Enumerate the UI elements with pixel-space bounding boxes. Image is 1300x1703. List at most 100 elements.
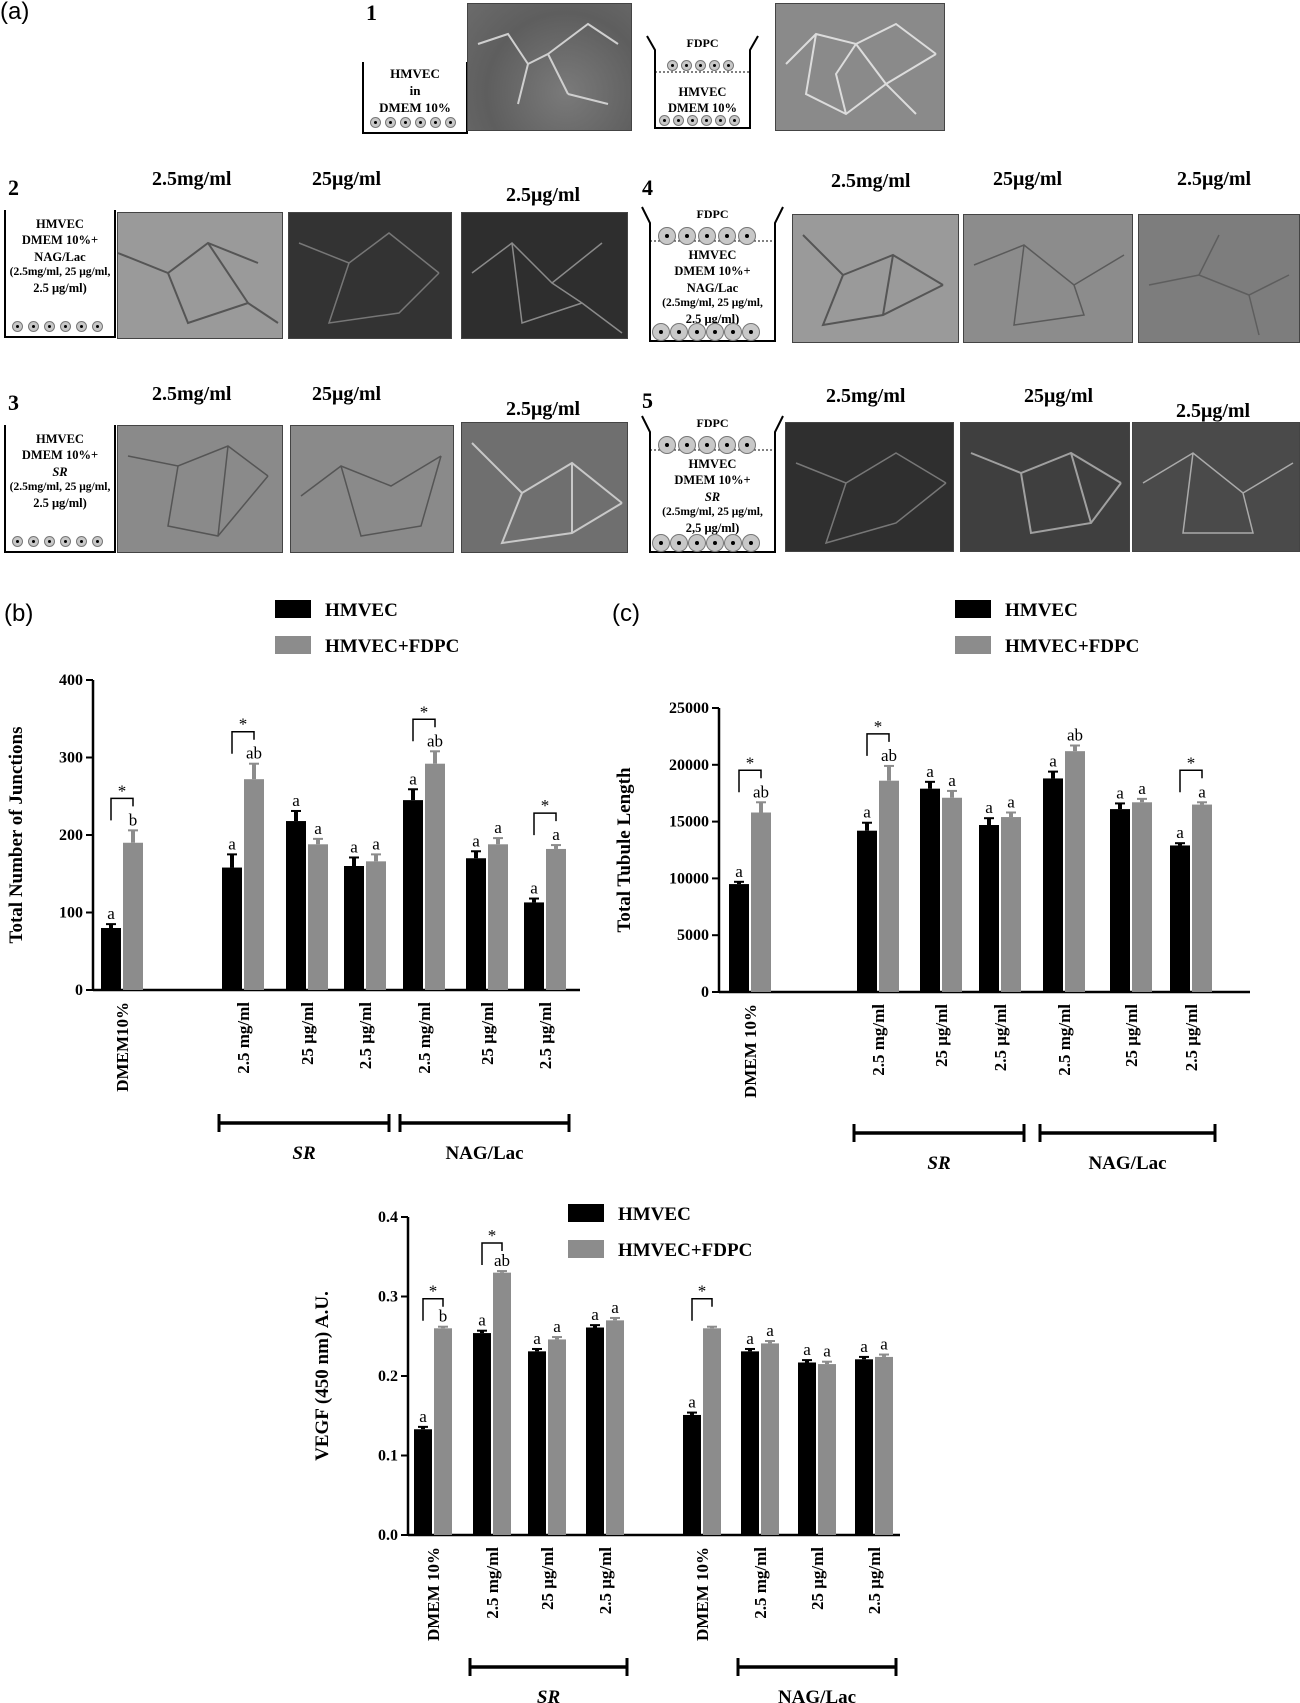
y-tick-label: 10000	[669, 870, 709, 887]
row-3-number: 3	[8, 390, 19, 415]
bar-hmvec	[1110, 809, 1130, 992]
bar-hmvec	[222, 867, 242, 990]
bar-letter-label: b	[129, 810, 138, 829]
row-5-conc-3: 2.5μg/ml	[1176, 400, 1251, 422]
significance-star: *	[420, 702, 429, 721]
bar-letter-label: a	[926, 762, 934, 781]
legend-swatch-hmvec	[568, 1204, 604, 1222]
row-5-conc-1: 2.5mg/ml	[826, 385, 906, 407]
bar-hmvec	[101, 928, 121, 990]
bar-letter-label: a	[746, 1329, 754, 1348]
row-1-number: 1	[366, 0, 377, 25]
significance-star: *	[541, 796, 550, 815]
significance-bracket	[481, 1242, 503, 1266]
y-tick-label: 0.0	[378, 1527, 398, 1544]
y-axis-title: Total Number of Junctions	[6, 727, 27, 944]
y-tick-label: 200	[59, 827, 83, 844]
row-4-conc-2: 25μg/ml	[993, 168, 1063, 190]
bar-hmvec	[473, 1333, 491, 1535]
group-label: NAG/Lac	[778, 1687, 856, 1703]
bar-letter-label: a	[688, 1393, 696, 1412]
micrograph-5b	[960, 422, 1130, 552]
bar-fdpc	[879, 780, 899, 992]
micrograph-5c	[1132, 422, 1300, 552]
micrograph-1a	[467, 3, 632, 131]
bar-fdpc	[493, 1272, 511, 1535]
category-label: 2.5 μg/ml	[865, 1547, 884, 1615]
micrograph-3b	[290, 425, 454, 553]
y-tick-label: 0.3	[378, 1289, 398, 1306]
significance-bracket	[422, 1297, 444, 1321]
category-label: 25 μg/ml	[1122, 1004, 1141, 1067]
y-tick-label: 5000	[677, 927, 709, 944]
panel-c-label: (c)	[612, 600, 640, 627]
bar-letter-label: a	[860, 1337, 868, 1356]
category-label: 2.5 μg/ml	[596, 1547, 615, 1615]
bar-letter-label: a	[292, 791, 300, 810]
significance-star: *	[118, 781, 127, 800]
category-label: 2.5 mg/ml	[483, 1547, 502, 1619]
y-tick-label: 100	[59, 905, 83, 922]
bar-fdpc	[875, 1356, 893, 1535]
bar-hmvec	[920, 788, 940, 992]
category-label: 2.5 μg/ml	[536, 1002, 555, 1070]
bar-hmvec	[414, 1429, 432, 1535]
category-label: 2.5 mg/ml	[1055, 1004, 1074, 1076]
y-tick-label: 25000	[669, 700, 709, 717]
category-label: 2.5 mg/ml	[869, 1004, 888, 1076]
micrograph-3a	[117, 425, 283, 553]
micrograph-3c	[461, 422, 628, 553]
category-label: 2.5 mg/ml	[751, 1547, 770, 1619]
bar-letter-label: a	[419, 1407, 427, 1426]
bar-letter-label: a	[863, 803, 871, 822]
bar-fdpc	[488, 844, 508, 990]
bar-hmvec	[1043, 778, 1063, 992]
bar-letter-label: a	[735, 862, 743, 881]
category-label: 2.5 mg/ml	[415, 1002, 434, 1074]
significance-bracket	[231, 730, 255, 754]
y-tick-label: 0.1	[378, 1448, 398, 1465]
legend-label-fdpc: HMVEC+FDPC	[325, 636, 459, 657]
bar-letter-label: a	[552, 825, 560, 844]
category-label: DMEM10%	[113, 1002, 132, 1092]
bar-letter-label: a	[472, 831, 480, 850]
bar-fdpc	[1065, 751, 1085, 992]
bar-hmvec	[683, 1414, 701, 1535]
y-tick-label: 0	[701, 984, 709, 1001]
micrograph-2a	[117, 212, 283, 339]
row-5-conc-2: 25μg/ml	[1024, 385, 1094, 407]
bar-fdpc	[606, 1320, 624, 1535]
row-4-conc-3: 2.5μg/ml	[1177, 168, 1252, 190]
category-label: 25 μg/ml	[298, 1002, 317, 1065]
bar-letter-label: a	[228, 834, 236, 853]
significance-star: *	[874, 717, 883, 736]
category-label: 2.5 μg/ml	[991, 1004, 1010, 1072]
category-label: 2.5 μg/ml	[1182, 1004, 1201, 1072]
legend-swatch-fdpc	[955, 636, 991, 654]
bar-fdpc	[761, 1343, 779, 1535]
significance-bracket	[866, 733, 890, 756]
significance-bracket	[738, 769, 762, 793]
row-4-number: 4	[642, 175, 653, 200]
legend-label-fdpc: HMVEC+FDPC	[1005, 636, 1139, 657]
panel-b-label: (b)	[4, 600, 34, 627]
row-5-number: 5	[642, 388, 653, 413]
bar-letter-label: a	[1007, 793, 1015, 812]
bar-letter-label: a	[591, 1305, 599, 1324]
bar-hmvec	[979, 825, 999, 992]
bar-letter-label: a	[611, 1298, 619, 1317]
category-label: 2.5 mg/ml	[234, 1002, 253, 1074]
bar-letter-label: a	[880, 1335, 888, 1354]
bar-letter-label: a	[766, 1321, 774, 1340]
bar-hmvec	[344, 866, 364, 990]
bar-letter-label: ab	[427, 731, 443, 750]
y-axis-title: VEGF (450 nm) A.U.	[312, 1291, 333, 1461]
bar-letter-label: a	[823, 1342, 831, 1361]
micrograph-1b	[775, 3, 945, 131]
bar-hmvec	[528, 1351, 546, 1535]
micrograph-4a	[792, 214, 959, 343]
row-3-conc-1: 2.5mg/ml	[152, 383, 232, 405]
diagram-coculture-nag-lac: FDPC HMVEC DMEM 10%+ NAG/Lac (2.5mg/ml, …	[640, 205, 785, 343]
y-tick-label: 20000	[669, 757, 709, 774]
bar-fdpc	[434, 1328, 452, 1535]
